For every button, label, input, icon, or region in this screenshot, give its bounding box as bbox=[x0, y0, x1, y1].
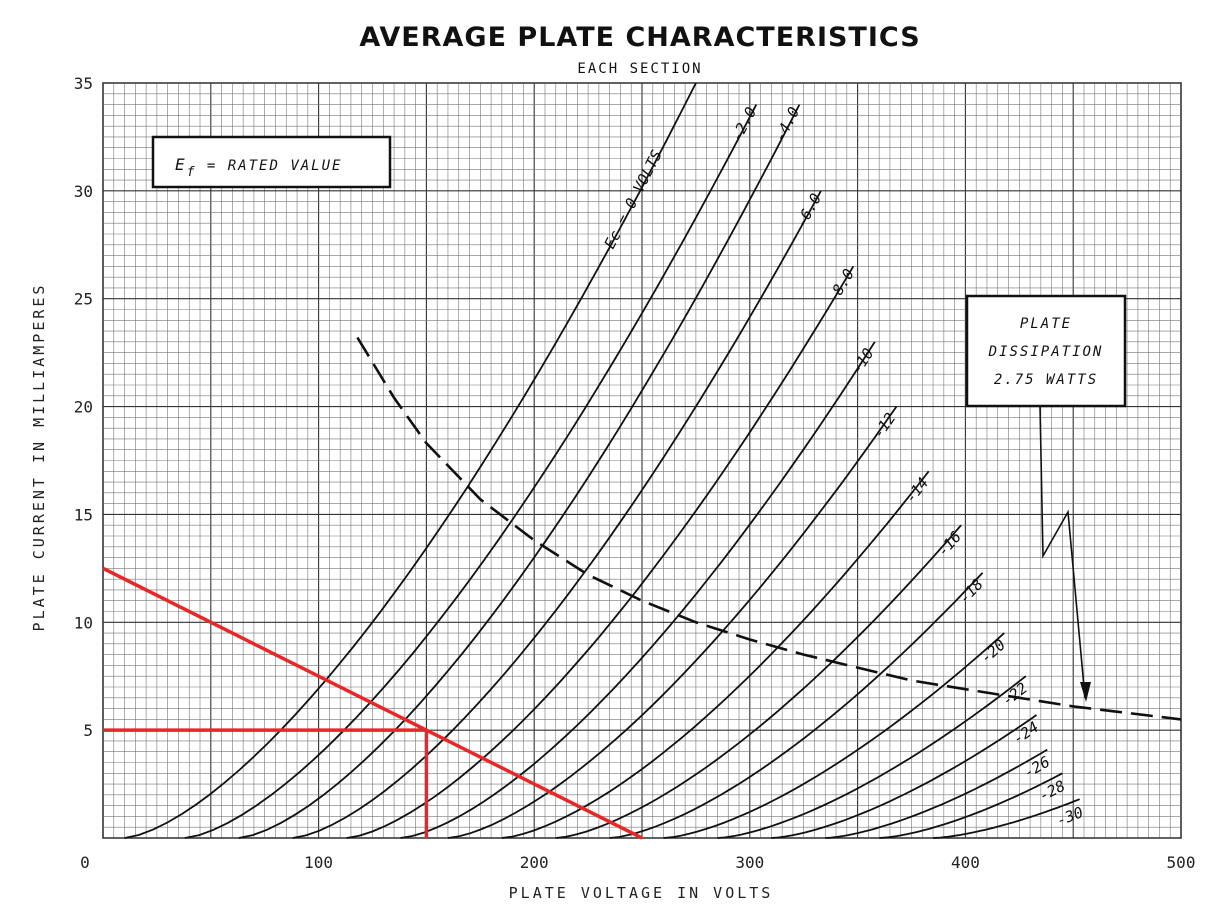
x-axis-label: PLATE VOLTAGE IN VOLTS bbox=[509, 884, 774, 902]
grid-voltage-curves bbox=[124, 82, 1081, 839]
y-tick-label: 25 bbox=[74, 290, 93, 309]
plate-dissipation-curve bbox=[356, 336, 1182, 721]
dissipation-dashed-line bbox=[356, 336, 1182, 721]
rated-value-box: Ef = RATED VALUE bbox=[151, 135, 392, 189]
plate-dissipation-box: PLATE DISSIPATION 2.75 WATTS bbox=[965, 294, 1127, 702]
dissipation-pointer-icon bbox=[1039, 405, 1086, 699]
x-tick-label: 100 bbox=[304, 853, 333, 872]
y-tick-label: 5 bbox=[83, 721, 93, 740]
dissipation-line-2: DISSIPATION bbox=[988, 344, 1104, 360]
x-tick-label: 200 bbox=[520, 853, 549, 872]
grid-curve bbox=[238, 104, 801, 839]
grid-curve bbox=[663, 632, 1005, 839]
chart-subtitle: EACH SECTION bbox=[577, 61, 702, 77]
x-tick-label: 0 bbox=[80, 853, 90, 872]
axis-ticks: 0 100 200 300 400 500 5 10 15 20 25 30 35 bbox=[74, 74, 1196, 872]
y-tick-label: 15 bbox=[74, 505, 93, 524]
dissipation-line-3: 2.75 WATTS bbox=[994, 372, 1098, 388]
x-tick-label: 500 bbox=[1167, 853, 1196, 872]
grid-curve bbox=[346, 265, 855, 839]
chart-title: AVERAGE PLATE CHARACTERISTICS bbox=[359, 22, 920, 53]
rated-value-text: = RATED VALUE bbox=[196, 158, 342, 174]
x-tick-label: 400 bbox=[951, 853, 980, 872]
grid-curve bbox=[609, 572, 984, 839]
load-line bbox=[102, 566, 643, 840]
y-tick-label: 20 bbox=[74, 398, 93, 417]
grid-curve bbox=[933, 798, 1081, 839]
x-tick-label: 300 bbox=[735, 853, 764, 872]
grid-curve bbox=[400, 341, 876, 839]
grid-curve bbox=[717, 675, 1027, 839]
filament-voltage-symbol: E bbox=[175, 155, 187, 174]
y-axis-label: PLATE CURRENT IN MILLIAMPERES bbox=[30, 283, 48, 632]
grid-curve bbox=[825, 748, 1048, 839]
y-tick-label: 30 bbox=[74, 182, 93, 201]
grid-curve bbox=[124, 82, 697, 839]
grid-curve bbox=[501, 470, 930, 839]
grid-curve bbox=[447, 406, 898, 839]
y-tick-label: 10 bbox=[74, 613, 93, 632]
grid-curve bbox=[184, 104, 758, 839]
grid-curve bbox=[292, 190, 822, 839]
load-line-overlay bbox=[102, 566, 643, 840]
grid-curve bbox=[555, 524, 962, 839]
chart-grid bbox=[102, 82, 1182, 839]
grid-curve bbox=[771, 714, 1038, 839]
svg-text:Ef = RATED VALUE: Ef = RATED VALUE bbox=[175, 155, 342, 180]
filament-voltage-subscript: f bbox=[187, 165, 197, 180]
dissipation-line-1: PLATE bbox=[1020, 316, 1072, 332]
y-tick-label: 35 bbox=[74, 74, 93, 93]
grid-curve bbox=[879, 772, 1063, 839]
arrowhead-icon bbox=[1080, 682, 1091, 702]
